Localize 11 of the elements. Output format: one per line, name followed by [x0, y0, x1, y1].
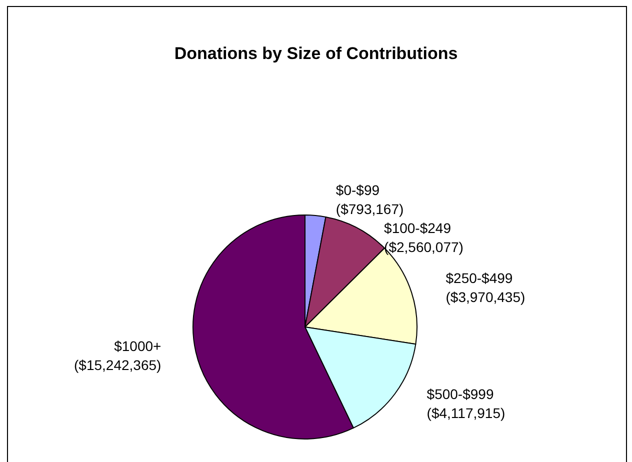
- slice-label: $250-$499: [446, 270, 513, 286]
- data-label: ($3,970,435): [446, 288, 526, 305]
- data-label: ($793,167): [336, 201, 404, 218]
- chart-title: Donations by Size of Contributions: [174, 44, 458, 63]
- slice-label: $500-$999: [426, 386, 494, 402]
- slice-label: $100-$249: [384, 220, 452, 236]
- slice-label: $0-$99: [336, 182, 380, 198]
- slice-label: $1000+: [114, 338, 162, 354]
- data-label: ($4,117,915): [426, 404, 506, 421]
- data-label: ($15,242,365): [74, 356, 162, 373]
- data-label: ($2,560,077): [384, 239, 464, 256]
